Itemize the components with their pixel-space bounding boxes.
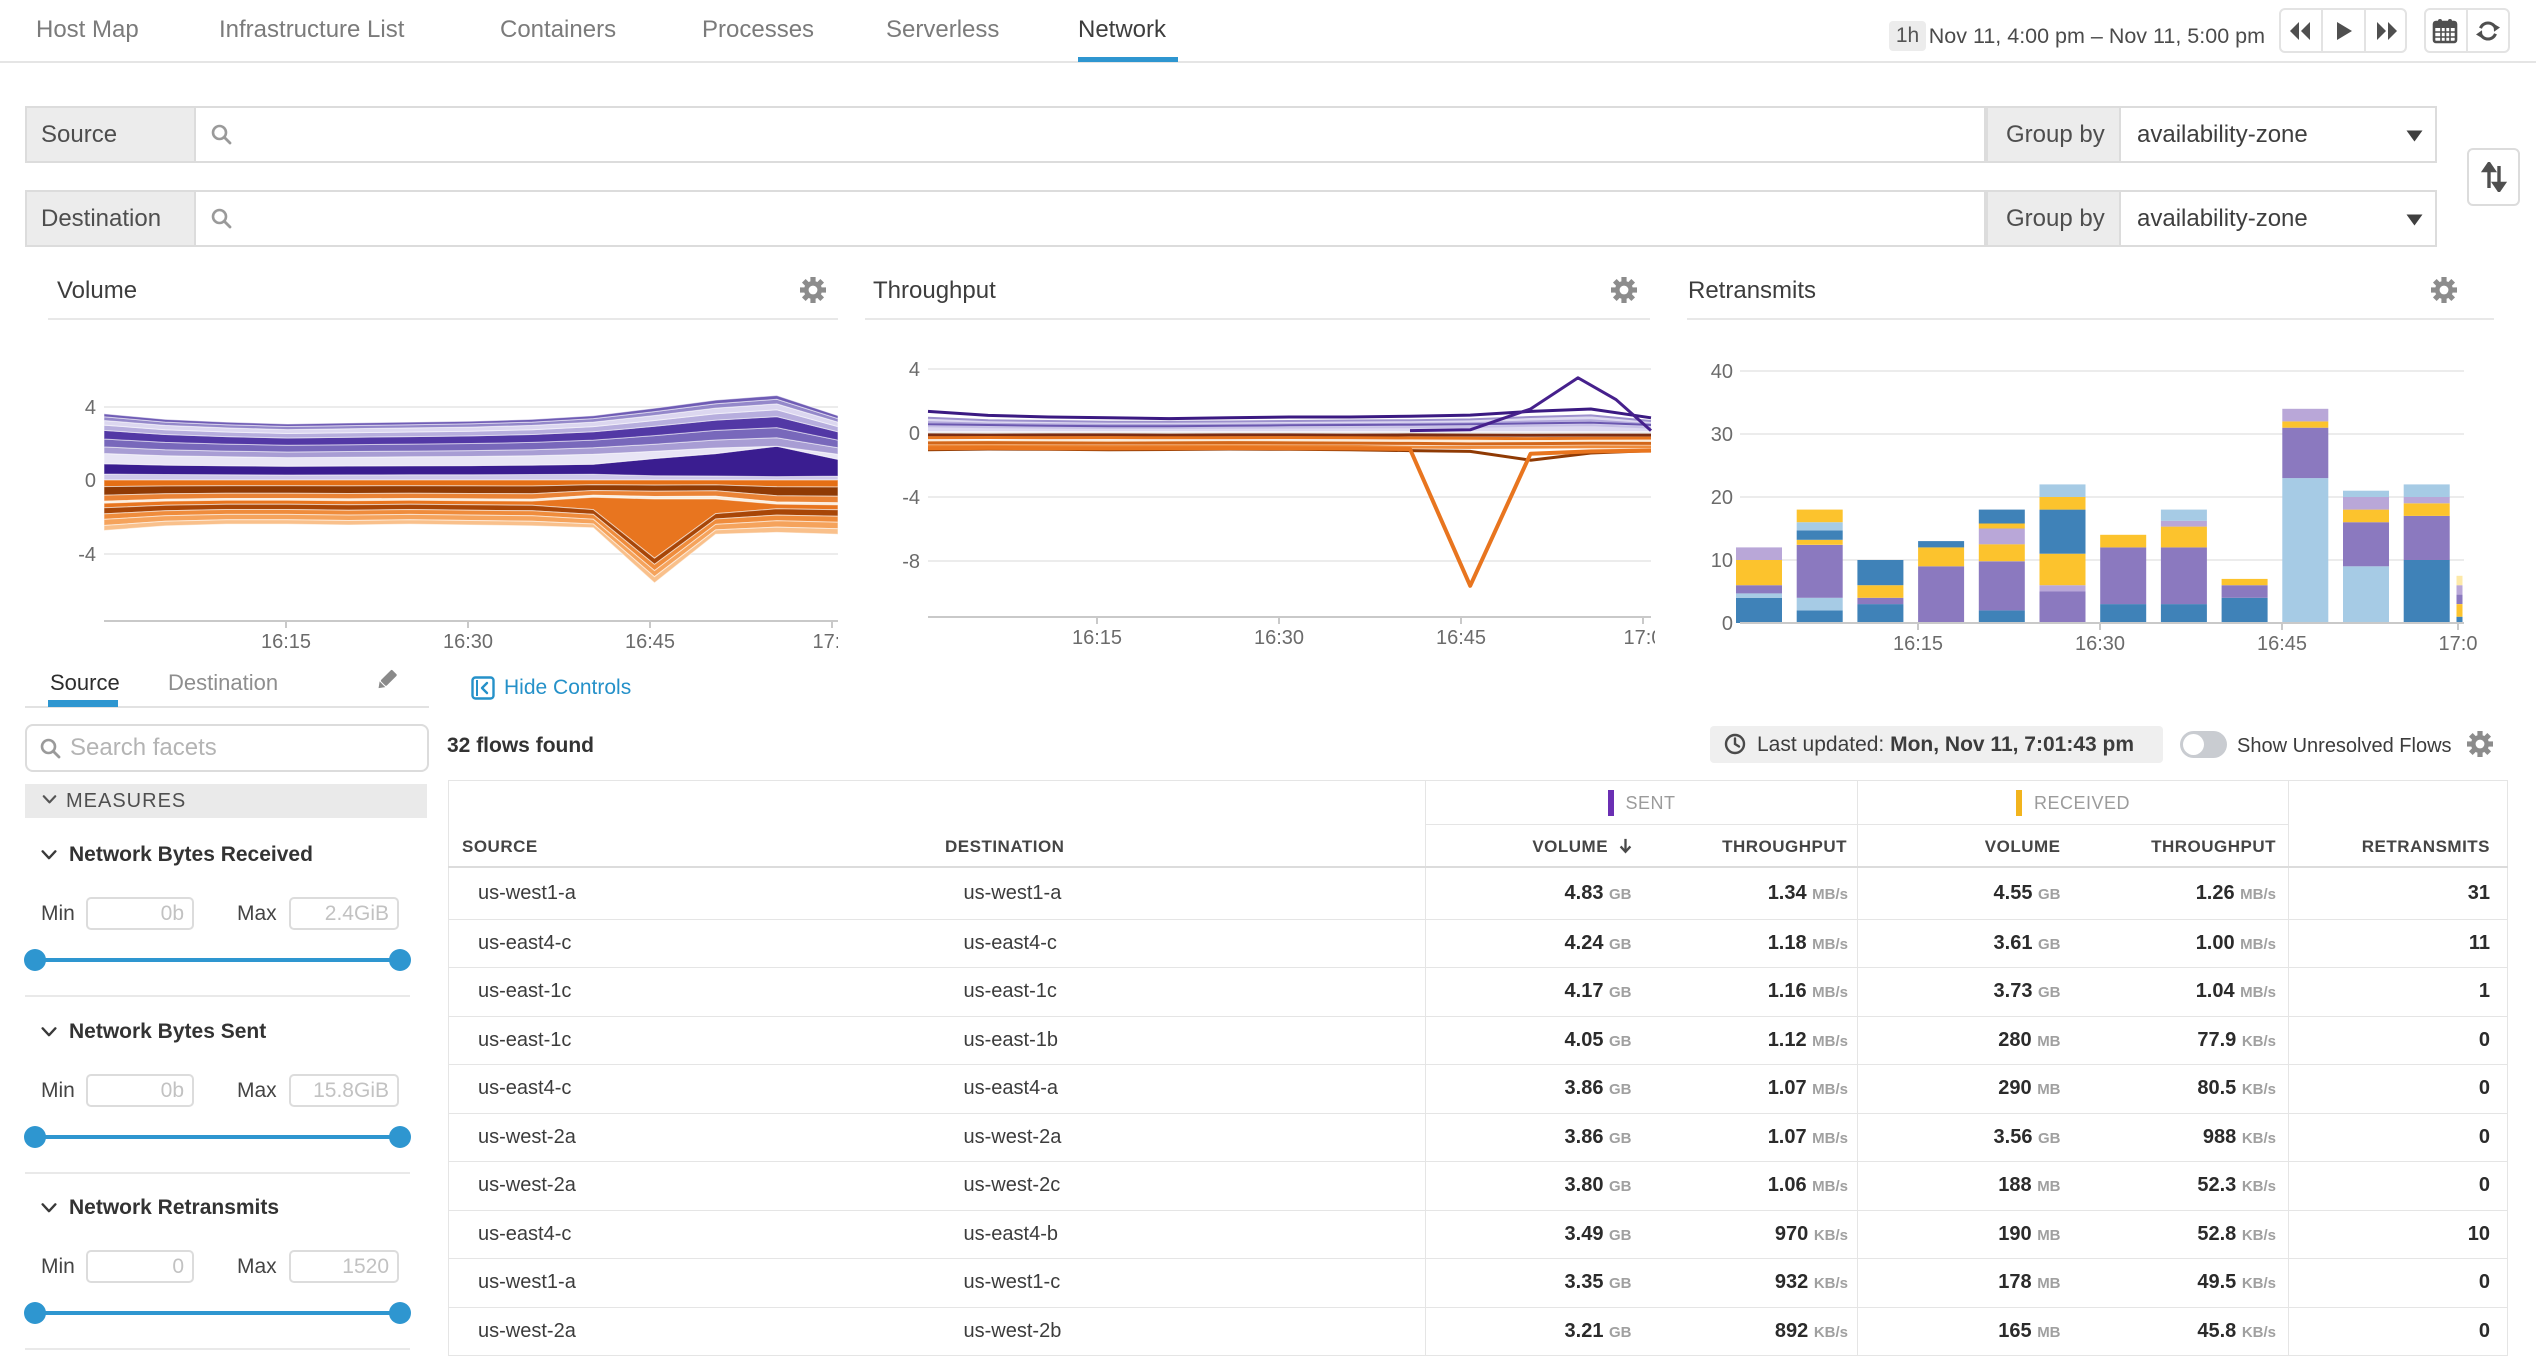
svg-text:16:15: 16:15 — [261, 631, 311, 653]
svg-text:0: 0 — [1722, 613, 1733, 635]
svg-text:17:0: 17:0 — [1624, 627, 1655, 649]
svg-text:16:30: 16:30 — [1254, 627, 1304, 649]
svg-text:10: 10 — [1711, 550, 1733, 572]
svg-text:0: 0 — [85, 470, 96, 492]
svg-text:4: 4 — [85, 397, 96, 419]
svg-text:16:45: 16:45 — [625, 631, 675, 653]
svg-text:-4: -4 — [902, 487, 920, 509]
svg-text:20: 20 — [1711, 487, 1733, 509]
svg-text:17:0: 17:0 — [2439, 633, 2477, 655]
svg-text:30: 30 — [1711, 424, 1733, 446]
svg-text:16:15: 16:15 — [1072, 627, 1122, 649]
svg-text:16:30: 16:30 — [443, 631, 493, 653]
svg-text:16:45: 16:45 — [1436, 627, 1486, 649]
svg-text:17:0: 17:0 — [813, 631, 838, 653]
svg-text:-8: -8 — [902, 551, 920, 573]
svg-text:-4: -4 — [78, 544, 96, 566]
svg-text:16:45: 16:45 — [2257, 633, 2307, 655]
svg-text:40: 40 — [1711, 361, 1733, 383]
svg-text:0: 0 — [909, 423, 920, 445]
svg-text:4: 4 — [909, 359, 920, 381]
svg-text:16:15: 16:15 — [1893, 633, 1943, 655]
svg-text:16:30: 16:30 — [2075, 633, 2125, 655]
